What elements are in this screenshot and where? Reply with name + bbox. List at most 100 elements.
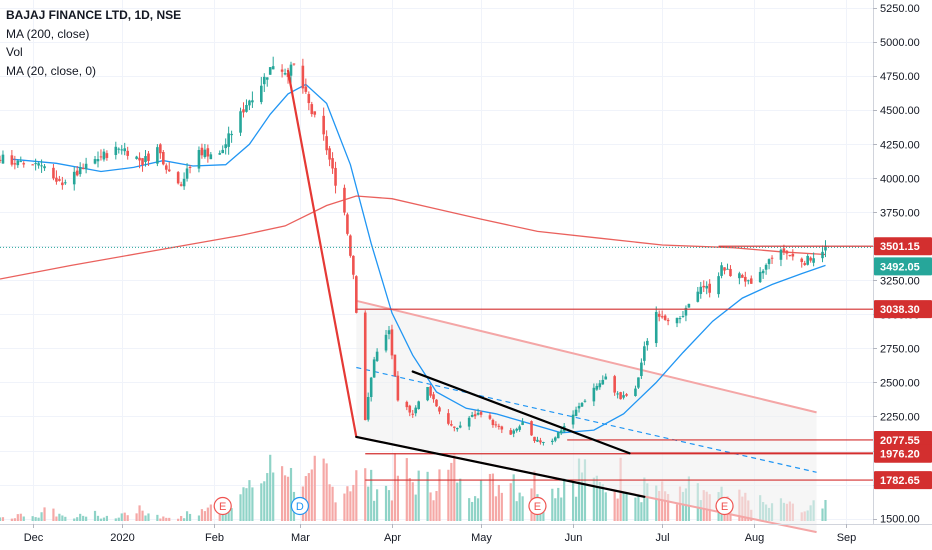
volume-bar	[364, 468, 367, 521]
candle-body	[144, 156, 147, 162]
candle-body	[616, 393, 619, 395]
candle-body	[809, 257, 812, 261]
event-marker-label: E	[534, 501, 541, 513]
y-tick-label: 2500.00	[880, 377, 920, 389]
volume-bar	[221, 510, 224, 521]
volume-bar	[571, 480, 575, 521]
volume-bar	[604, 492, 607, 521]
volume-bar	[283, 475, 287, 521]
volume-bar	[105, 515, 108, 521]
channel-shape[interactable]	[356, 299, 817, 534]
candle-body	[788, 254, 792, 256]
level-price-tag-text: 1976.20	[880, 449, 920, 461]
candle-body	[162, 151, 165, 165]
price-tags: 3501.153038.302077.551982.101976.201782.…	[874, 237, 932, 490]
volume-bar	[37, 517, 40, 521]
candle-body	[384, 334, 388, 351]
volume-bar	[126, 515, 129, 521]
candle-body	[417, 401, 420, 410]
x-tick-label: Dec	[24, 532, 44, 544]
candle-body	[551, 440, 554, 443]
candle-body	[571, 414, 575, 425]
volume-bar	[159, 518, 162, 521]
channel-midline[interactable]	[356, 366, 817, 473]
volume-bar	[64, 516, 67, 521]
legend-volume[interactable]: Vol	[6, 45, 23, 59]
volume-bar	[331, 486, 334, 521]
volume-bar	[577, 458, 581, 521]
candle-body	[197, 150, 201, 169]
candle-body	[803, 263, 807, 265]
candle-body	[283, 73, 287, 75]
trendline[interactable]	[355, 435, 646, 498]
candle-body	[678, 318, 682, 320]
candle-body	[248, 100, 251, 106]
candle-body	[138, 157, 141, 161]
volume-bar	[16, 514, 19, 521]
candle-body	[355, 276, 358, 313]
legend-title[interactable]: BAJAJ FINANCE LTD, 1D, NSE	[6, 8, 181, 22]
candle-body	[325, 136, 328, 151]
candle-body	[447, 413, 450, 424]
candle-body	[10, 155, 14, 165]
level-price-tag-text: 3038.30	[880, 304, 920, 316]
level-price-tag-text: 1782.65	[880, 475, 920, 487]
candle-body	[741, 274, 744, 278]
y-tick-label: 4250.00	[880, 139, 920, 151]
volume-bar	[432, 500, 435, 521]
candle-body	[646, 340, 649, 346]
channel-fill[interactable]	[356, 300, 817, 533]
candle-body	[81, 168, 85, 170]
volume-bar	[135, 513, 138, 521]
candle-body	[500, 426, 504, 430]
candle-body	[729, 268, 732, 277]
volume-bar	[55, 516, 58, 521]
legend-ma200[interactable]: MA (200, close)	[6, 27, 89, 41]
candle-body	[488, 415, 492, 419]
volume-bar	[76, 517, 79, 521]
volume-bar	[699, 500, 702, 521]
legend-ma20[interactable]: MA (20, close, 0)	[6, 64, 96, 78]
candle-body	[717, 276, 720, 295]
volume-bar	[643, 477, 646, 521]
channel-top-line[interactable]	[356, 299, 817, 414]
volume-bar	[438, 469, 441, 521]
dividend-marker[interactable]	[290, 496, 310, 516]
volume-bar	[390, 500, 394, 521]
volume-bar	[387, 490, 391, 521]
candle-body	[78, 167, 82, 175]
x-tick-label: Aug	[745, 532, 765, 544]
trendline[interactable]	[411, 370, 631, 455]
earnings-marker[interactable]	[528, 496, 547, 516]
candle-body	[331, 158, 334, 169]
candle-body	[304, 86, 308, 92]
volume-bar	[272, 472, 275, 521]
candle-body	[96, 158, 100, 162]
volume-bar	[655, 485, 658, 521]
candle-body	[176, 172, 180, 184]
drawings[interactable]	[0, 69, 873, 498]
candle-body	[265, 77, 269, 80]
volume-bar	[286, 476, 290, 521]
candle-body	[271, 66, 275, 70]
earnings-marker[interactable]	[715, 496, 734, 516]
volume-bar	[200, 509, 204, 521]
earnings-marker[interactable]	[213, 496, 232, 516]
volume-bar	[263, 481, 266, 521]
trendline[interactable]	[286, 69, 358, 438]
volume-bar	[601, 484, 604, 521]
candle-body	[301, 65, 305, 89]
candle-body	[453, 426, 456, 428]
volume-bar	[518, 492, 521, 521]
candle-body	[242, 109, 245, 113]
candle-body	[64, 182, 67, 184]
volume-bar	[188, 513, 192, 521]
candle-body	[40, 165, 43, 167]
candle-body	[123, 148, 127, 152]
volume-bar	[334, 502, 337, 521]
candle-body	[432, 394, 435, 400]
candle-body	[182, 178, 186, 187]
volume-bar	[73, 518, 76, 521]
